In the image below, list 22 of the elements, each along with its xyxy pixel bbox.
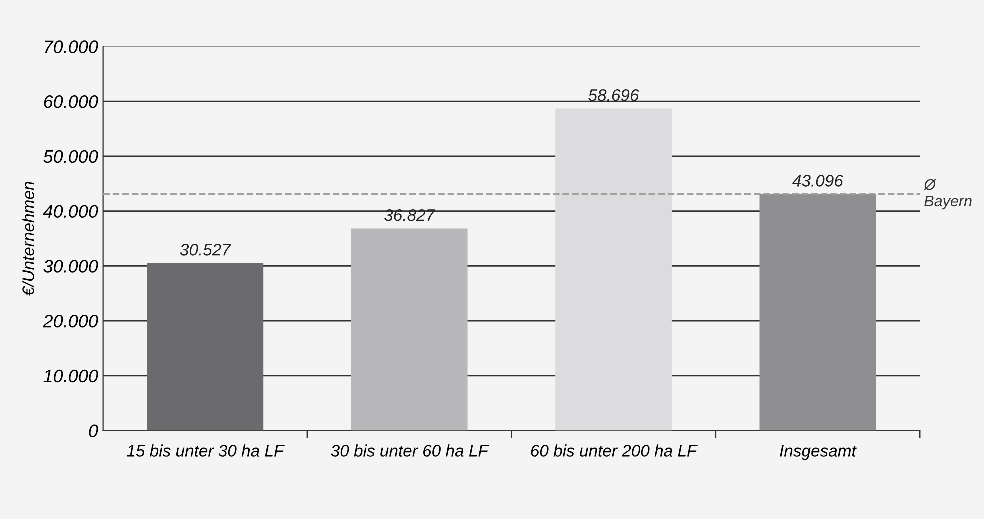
- x-tick-label: 15 bis unter 30 ha LF: [127, 444, 285, 457]
- data-label: 58.696: [588, 89, 640, 102]
- y-tick-label: 70.000: [45, 40, 98, 54]
- ref-line-label: Ø Bayern: [924, 179, 972, 210]
- y-tick-label: 30.000: [44, 260, 98, 273]
- x-tick-label: 60 bis unter 200 ha LF: [531, 444, 698, 457]
- bar: [351, 228, 468, 431]
- y-axis-title: €/Unternehmen: [22, 182, 34, 296]
- y-tick-label: 20.000: [43, 314, 98, 328]
- bar: [556, 108, 672, 431]
- y-tick-label: 10.000: [44, 370, 98, 383]
- data-label: 30.527: [180, 244, 232, 256]
- y-tick-label: 40.000: [43, 205, 98, 218]
- x-tick-label: Insgesamt: [780, 445, 857, 460]
- data-label: 43.096: [792, 175, 844, 187]
- y-tick-label: 60.000: [44, 96, 98, 108]
- y-tick-label: 0: [89, 424, 98, 438]
- y-tick-label: 50.000: [44, 150, 98, 164]
- bar: [760, 194, 876, 431]
- data-label: 36.827: [384, 209, 436, 222]
- bar: [147, 263, 264, 431]
- x-tick-label: 30 bis unter 60 ha LF: [331, 444, 490, 457]
